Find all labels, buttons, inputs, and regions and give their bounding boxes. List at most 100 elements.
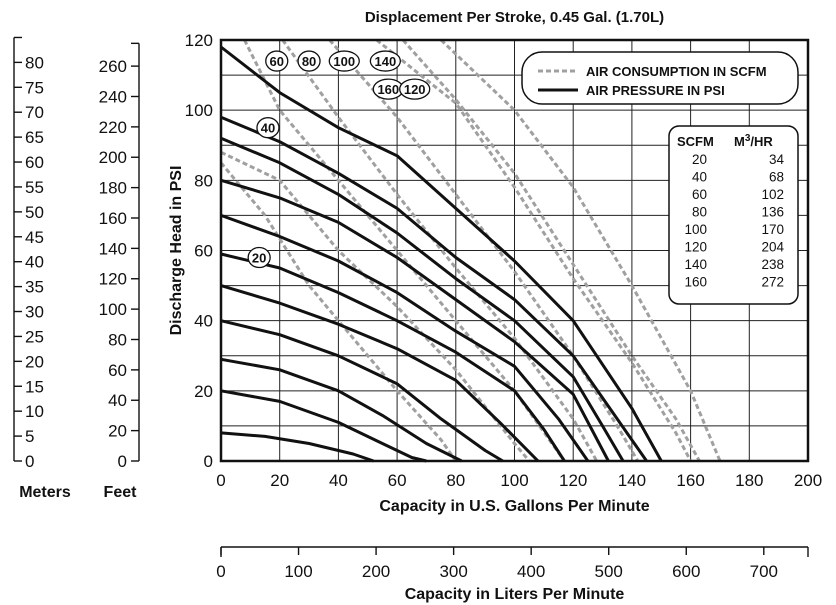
scfm-bubble [247, 246, 271, 269]
x-tick-label: 40 [329, 471, 348, 490]
x-tick-label: 0 [216, 471, 225, 490]
feet-tick-label: 200 [99, 148, 127, 167]
table-cell-m3hr: 272 [761, 275, 784, 290]
meters-tick-label: 45 [25, 228, 44, 247]
y-tick-label: 20 [194, 382, 213, 401]
table-header-scfm: SCFM [677, 134, 714, 149]
scfm-conversion-table: SCFM M3/HR 20 34 40 68 60 102 80 136 100 170 120 204 1… [668, 125, 799, 305]
scfm-curve-100 [328, 39, 640, 462]
meters-tick-label: 60 [25, 153, 44, 172]
y-tick-label: 120 [185, 31, 213, 50]
table-cell-scfm: 120 [684, 240, 707, 255]
feet-tick-label: 40 [108, 391, 127, 410]
x-tick-label: 140 [618, 471, 646, 490]
pressure-curve [220, 252, 566, 462]
table-cell-m3hr: 34 [769, 152, 785, 167]
liters-tick-label: 700 [750, 562, 778, 581]
scfm-curve-140 [375, 38, 692, 462]
meters-tick-label: 35 [25, 278, 44, 297]
scfm-bubble-label: 120 [404, 82, 426, 97]
feet-tick-label: 20 [108, 422, 127, 441]
table-cell-m3hr: 204 [761, 240, 784, 255]
meters-tick-label: 5 [25, 427, 34, 446]
x-tick-label: 20 [270, 471, 289, 490]
table-header-m3hr: M3/HR [734, 133, 773, 149]
scfm-curve-20 [219, 161, 458, 462]
pressure-curve [220, 357, 463, 463]
chart-title: Displacement Per Stroke, 0.45 Gal. (1.70… [365, 9, 664, 26]
scfm-bubble [256, 117, 280, 139]
table-cell-m3hr: 102 [761, 187, 784, 202]
pressure-curve [220, 213, 590, 462]
feet-tick-label: 80 [108, 330, 127, 349]
table-cell-scfm: 40 [692, 170, 707, 185]
x-tick-label: 100 [500, 471, 528, 490]
liters-tick-label: 500 [595, 562, 623, 581]
scfm-bubble-label: 20 [252, 251, 266, 266]
table-cell-m3hr: 68 [769, 170, 784, 185]
liters-tick-label: 400 [517, 562, 545, 581]
y-tick-label: 80 [194, 171, 213, 190]
y-tick-label: 60 [194, 242, 213, 261]
scfm-bubble-label: 60 [270, 54, 284, 69]
pressure-curve [220, 319, 504, 463]
feet-label: Feet [104, 484, 138, 501]
liters-tick-label: 100 [284, 562, 312, 581]
axes: Displacement Per Stroke, 0.45 Gal. (1.70… [13, 9, 822, 603]
scfm-curve-160 [440, 38, 722, 462]
scfm-bubble-label: 80 [302, 54, 316, 69]
feet-tick-label: 220 [99, 118, 127, 137]
meters-tick-label: 30 [25, 303, 44, 322]
legend-box [521, 51, 799, 105]
scfm-curve-40 [220, 150, 531, 462]
table-cell-scfm: 160 [684, 275, 707, 290]
scfm-bubble [328, 50, 360, 72]
y-tick-label: 100 [185, 101, 213, 120]
x-tick-label: 180 [735, 471, 763, 490]
meters-tick-label: 65 [25, 128, 44, 147]
meters-tick-label: 0 [25, 452, 34, 471]
meters-tick-label: 55 [25, 178, 44, 197]
scfm-bubble [265, 50, 289, 72]
meters-tick-label: 75 [25, 78, 44, 97]
feet-tick-label: 100 [99, 300, 127, 319]
scfm-bubble-label: 160 [377, 82, 399, 97]
liters-tick-label: 0 [216, 562, 225, 581]
meters-tick-label: 20 [25, 352, 44, 371]
table-cell-scfm: 20 [692, 152, 707, 167]
scfm-curve-120 [401, 39, 701, 462]
x-axis-label: Capacity in U.S. Gallons Per Minute [379, 498, 649, 515]
meters-tick-label: 25 [25, 327, 44, 346]
scfm-bubble [297, 50, 321, 72]
y-tick-label: 40 [194, 312, 213, 331]
table-cell-scfm: 60 [692, 187, 707, 202]
pressure-curve [220, 115, 648, 462]
table-cell-scfm: 80 [692, 205, 707, 220]
table-cell-m3hr: 170 [761, 222, 784, 237]
liters-tick-label: 200 [362, 562, 390, 581]
pressure-curve [220, 136, 625, 462]
liters-axis-label: Capacity in Liters Per Minute [405, 586, 625, 603]
meters-tick-label: 40 [25, 253, 44, 272]
x-tick-label: 160 [676, 471, 704, 490]
meters-label: Meters [19, 484, 71, 501]
x-tick-label: 80 [446, 471, 465, 490]
feet-tick-label: 160 [99, 209, 127, 228]
legend-item-scfm: AIR CONSUMPTION IN SCFM [586, 64, 767, 79]
legend-item-psi: AIR PRESSURE IN PSI [586, 83, 725, 98]
x-tick-label: 200 [794, 471, 822, 490]
pressure-curve [220, 284, 540, 463]
x-tick-label: 60 [388, 471, 407, 490]
pressure-curve [220, 45, 663, 462]
x-tick-label: 120 [559, 471, 587, 490]
feet-tick-label: 60 [108, 361, 127, 380]
feet-tick-label: 140 [99, 239, 127, 258]
feet-tick-label: 0 [118, 452, 127, 471]
feet-tick-label: 180 [99, 179, 127, 198]
table-cell-m3hr: 136 [761, 205, 784, 220]
table-cell-scfm: 140 [684, 257, 707, 272]
feet-tick-label: 260 [99, 57, 127, 76]
meters-tick-label: 50 [25, 203, 44, 222]
scfm-bubble-label: 140 [375, 54, 397, 69]
